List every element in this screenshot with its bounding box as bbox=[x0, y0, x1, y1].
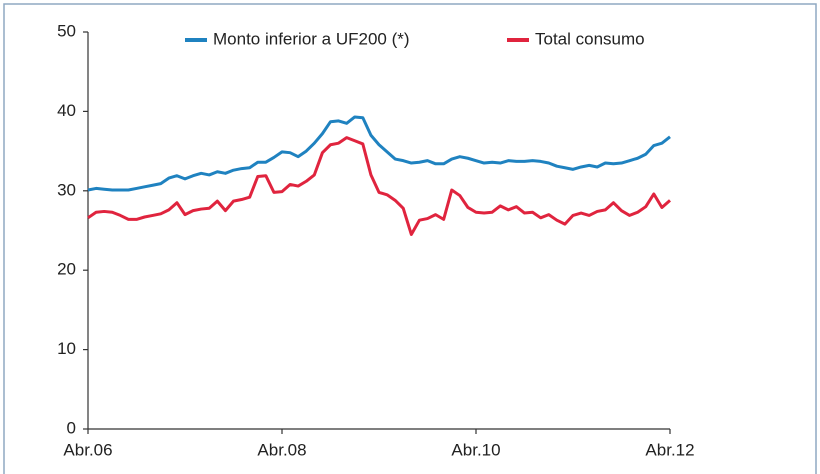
y-tick-label: 10 bbox=[57, 339, 76, 358]
x-tick-label: Abr.10 bbox=[451, 440, 500, 459]
y-tick-label: 50 bbox=[57, 21, 76, 40]
x-tick-label: Abr.06 bbox=[63, 440, 112, 459]
x-tick-label: Abr.08 bbox=[257, 440, 306, 459]
series-line bbox=[87, 115, 671, 192]
y-tick-label: 40 bbox=[57, 101, 76, 120]
y-tick-label: 0 bbox=[67, 418, 76, 437]
legend-label: Monto inferior a UF200 (*) bbox=[213, 29, 410, 48]
x-tick-label: Abr.12 bbox=[645, 440, 694, 459]
series-line bbox=[87, 136, 671, 236]
y-tick-label: 30 bbox=[57, 180, 76, 199]
y-tick-label: 20 bbox=[57, 260, 76, 279]
frame bbox=[3, 3, 817, 474]
legend-label: Total consumo bbox=[535, 29, 645, 48]
